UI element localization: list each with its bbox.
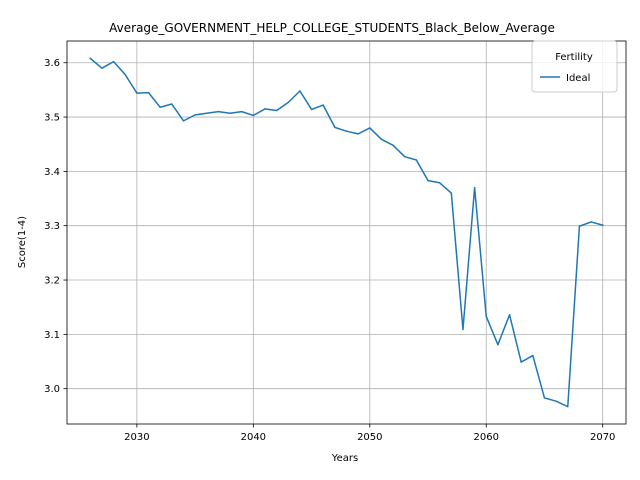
data-point: [182, 120, 185, 122]
data-point: [345, 130, 348, 132]
data-point: [380, 138, 383, 141]
data-point: [520, 361, 522, 363]
data-point: [252, 114, 255, 117]
data-point: [264, 108, 266, 110]
data-point: [136, 92, 138, 94]
y-tick-label: 3.5: [44, 113, 60, 124]
y-tick-label: 3.2: [44, 276, 60, 287]
legend-box: [531, 40, 618, 93]
y-axis-label: Score(1-4): [17, 216, 28, 268]
data-point: [206, 112, 208, 114]
data-point: [124, 73, 126, 76]
data-point: [392, 144, 394, 147]
data-point: [159, 106, 161, 108]
data-point: [89, 57, 91, 60]
data-point: [450, 192, 453, 194]
data-point: [299, 90, 301, 92]
y-tick-label: 3.0: [44, 384, 60, 395]
data-point: [171, 103, 173, 105]
grid: [67, 41, 626, 424]
x-tick-label: 2040: [241, 432, 266, 443]
x-tick-label: 2070: [590, 432, 615, 443]
data-point: [415, 159, 418, 161]
data-point: [217, 110, 220, 113]
data-point: [485, 315, 487, 318]
data-point: [508, 314, 511, 316]
data-point: [590, 221, 592, 223]
series-layer: [89, 57, 604, 408]
data-point: [438, 182, 441, 184]
data-point: [357, 133, 359, 135]
data-point: [287, 101, 289, 104]
data-point: [194, 114, 196, 116]
data-point: [310, 108, 313, 111]
x-tick-label: 2050: [357, 432, 382, 443]
data-point: [543, 397, 546, 399]
x-tick-label: 2030: [124, 432, 149, 443]
data-point: [567, 405, 569, 408]
legend-title: Fertility: [555, 52, 593, 63]
data-point: [473, 186, 476, 189]
data-point: [229, 112, 231, 114]
y-tick-label: 3.6: [44, 58, 60, 69]
plot-area-frame: [66, 40, 627, 425]
data-point: [240, 110, 243, 113]
x-axis-label: Years: [331, 453, 358, 464]
data-point: [427, 179, 429, 182]
data-point: [602, 224, 604, 226]
y-tick-label: 3.1: [44, 330, 60, 341]
data-point: [101, 67, 103, 69]
data-point: [555, 400, 557, 402]
x-axis-ticks: 2030 2040 2050 2060 2070: [124, 424, 615, 443]
data-point: [369, 127, 371, 129]
data-point: [404, 156, 406, 158]
data-point: [112, 60, 115, 63]
legend: Fertility Ideal: [531, 40, 618, 93]
y-tick-label: 3.4: [44, 167, 60, 178]
data-point: [532, 354, 534, 357]
x-tick-label: 2060: [474, 432, 499, 443]
data-point: [275, 109, 278, 112]
data-point: [147, 91, 150, 94]
data-point: [462, 328, 464, 331]
data-point: [497, 343, 499, 346]
data-point: [322, 104, 324, 106]
y-axis-ticks: 3.0 3.1 3.2 3.3 3.4 3.5 3.6: [44, 58, 67, 395]
y-tick-label: 3.3: [44, 221, 60, 232]
data-point: [578, 225, 581, 227]
legend-label-ideal: Ideal: [566, 73, 590, 84]
chart-title: Average_GOVERNMENT_HELP_COLLEGE_STUDENTS…: [109, 21, 555, 35]
data-point: [334, 126, 336, 129]
